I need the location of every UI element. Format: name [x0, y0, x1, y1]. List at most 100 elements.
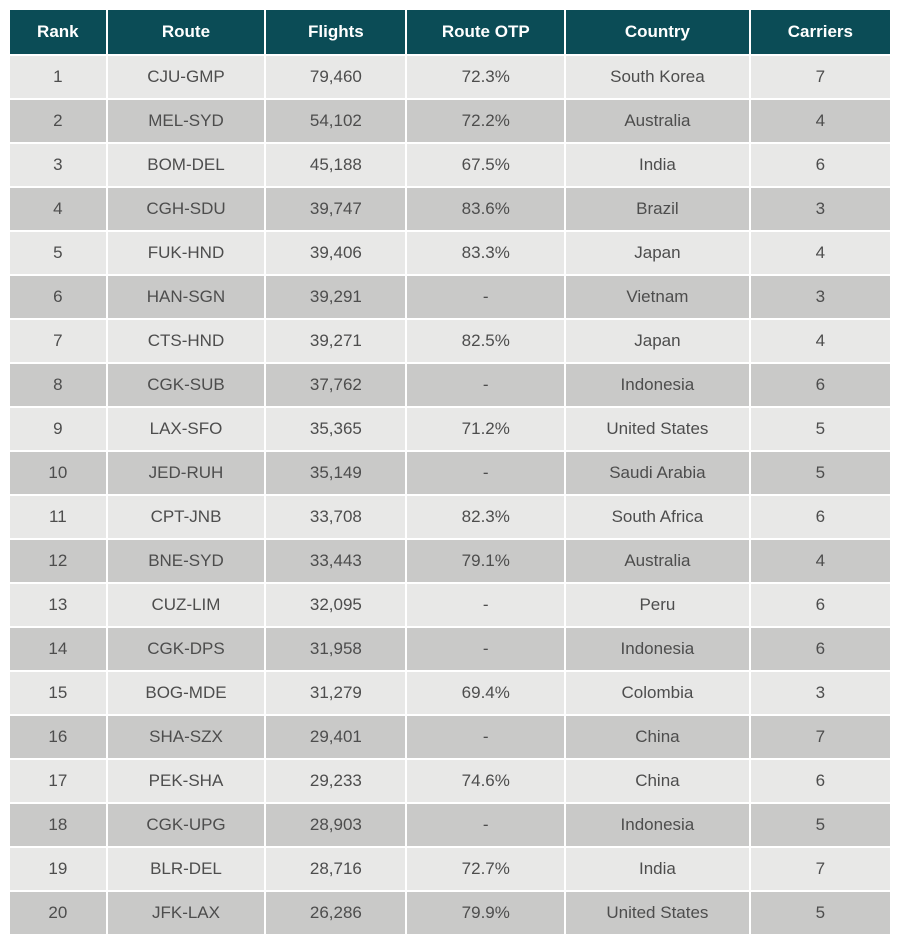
table-row: 15BOG-MDE31,27969.4%Colombia3 [10, 672, 890, 714]
table-row: 4CGH-SDU39,74783.6%Brazil3 [10, 188, 890, 230]
cell-carriers: 7 [751, 716, 890, 758]
cell-country: United States [566, 892, 749, 934]
table-row: 18CGK-UPG28,903-Indonesia5 [10, 804, 890, 846]
cell-flights: 29,233 [266, 760, 405, 802]
cell-carriers: 6 [751, 496, 890, 538]
cell-otp: 79.9% [407, 892, 564, 934]
cell-country: Australia [566, 100, 749, 142]
cell-route: CTS-HND [108, 320, 265, 362]
cell-route: MEL-SYD [108, 100, 265, 142]
cell-flights: 35,365 [266, 408, 405, 450]
cell-flights: 33,443 [266, 540, 405, 582]
cell-route: LAX-SFO [108, 408, 265, 450]
cell-flights: 54,102 [266, 100, 405, 142]
cell-rank: 16 [10, 716, 106, 758]
cell-country: Indonesia [566, 364, 749, 406]
cell-otp: 74.6% [407, 760, 564, 802]
table-row: 16SHA-SZX29,401-China7 [10, 716, 890, 758]
cell-route: CPT-JNB [108, 496, 265, 538]
cell-route: CGH-SDU [108, 188, 265, 230]
cell-route: JED-RUH [108, 452, 265, 494]
cell-country: Japan [566, 320, 749, 362]
cell-otp: - [407, 628, 564, 670]
cell-rank: 9 [10, 408, 106, 450]
cell-otp: 72.2% [407, 100, 564, 142]
table-row: 6HAN-SGN39,291-Vietnam3 [10, 276, 890, 318]
cell-country: Vietnam [566, 276, 749, 318]
cell-otp: - [407, 364, 564, 406]
cell-carriers: 7 [751, 56, 890, 98]
routes-thead: RankRouteFlightsRoute OTPCountryCarriers [10, 10, 890, 54]
cell-carriers: 3 [751, 672, 890, 714]
cell-country: Japan [566, 232, 749, 274]
cell-carriers: 6 [751, 584, 890, 626]
cell-country: Indonesia [566, 628, 749, 670]
cell-flights: 28,716 [266, 848, 405, 890]
col-header-route: Route [108, 10, 265, 54]
cell-carriers: 3 [751, 276, 890, 318]
cell-carriers: 6 [751, 760, 890, 802]
cell-flights: 31,958 [266, 628, 405, 670]
cell-country: Peru [566, 584, 749, 626]
table-row: 12BNE-SYD33,44379.1%Australia4 [10, 540, 890, 582]
cell-route: CGK-UPG [108, 804, 265, 846]
cell-rank: 6 [10, 276, 106, 318]
cell-carriers: 6 [751, 144, 890, 186]
cell-flights: 29,401 [266, 716, 405, 758]
table-row: 13CUZ-LIM32,095-Peru6 [10, 584, 890, 626]
cell-rank: 5 [10, 232, 106, 274]
cell-country: China [566, 760, 749, 802]
cell-otp: 82.5% [407, 320, 564, 362]
cell-rank: 8 [10, 364, 106, 406]
cell-country: Indonesia [566, 804, 749, 846]
cell-flights: 39,747 [266, 188, 405, 230]
cell-route: HAN-SGN [108, 276, 265, 318]
cell-rank: 10 [10, 452, 106, 494]
cell-route: CGK-SUB [108, 364, 265, 406]
cell-country: Saudi Arabia [566, 452, 749, 494]
cell-flights: 28,903 [266, 804, 405, 846]
cell-otp: - [407, 584, 564, 626]
cell-rank: 13 [10, 584, 106, 626]
cell-otp: 83.6% [407, 188, 564, 230]
cell-rank: 11 [10, 496, 106, 538]
cell-route: CUZ-LIM [108, 584, 265, 626]
cell-country: China [566, 716, 749, 758]
cell-flights: 39,271 [266, 320, 405, 362]
cell-flights: 26,286 [266, 892, 405, 934]
cell-carriers: 4 [751, 320, 890, 362]
table-row: 7CTS-HND39,27182.5%Japan4 [10, 320, 890, 362]
cell-country: India [566, 848, 749, 890]
cell-carriers: 5 [751, 408, 890, 450]
cell-country: South Africa [566, 496, 749, 538]
cell-route: BOM-DEL [108, 144, 265, 186]
cell-country: Australia [566, 540, 749, 582]
cell-route: SHA-SZX [108, 716, 265, 758]
cell-carriers: 4 [751, 540, 890, 582]
cell-flights: 32,095 [266, 584, 405, 626]
cell-flights: 33,708 [266, 496, 405, 538]
cell-route: CJU-GMP [108, 56, 265, 98]
cell-flights: 35,149 [266, 452, 405, 494]
cell-carriers: 4 [751, 100, 890, 142]
cell-rank: 17 [10, 760, 106, 802]
cell-otp: 83.3% [407, 232, 564, 274]
cell-carriers: 5 [751, 452, 890, 494]
cell-route: JFK-LAX [108, 892, 265, 934]
col-header-otp: Route OTP [407, 10, 564, 54]
table-row: 19BLR-DEL28,71672.7%India7 [10, 848, 890, 890]
cell-rank: 1 [10, 56, 106, 98]
routes-tbody: 1CJU-GMP79,46072.3%South Korea72MEL-SYD5… [10, 56, 890, 934]
routes-header-row: RankRouteFlightsRoute OTPCountryCarriers [10, 10, 890, 54]
table-row: 9LAX-SFO35,36571.2%United States5 [10, 408, 890, 450]
cell-rank: 19 [10, 848, 106, 890]
routes-table: RankRouteFlightsRoute OTPCountryCarriers… [8, 8, 892, 936]
cell-carriers: 6 [751, 628, 890, 670]
table-row: 2MEL-SYD54,10272.2%Australia4 [10, 100, 890, 142]
cell-otp: - [407, 452, 564, 494]
cell-rank: 18 [10, 804, 106, 846]
cell-otp: 67.5% [407, 144, 564, 186]
cell-country: United States [566, 408, 749, 450]
cell-flights: 31,279 [266, 672, 405, 714]
cell-otp: 69.4% [407, 672, 564, 714]
